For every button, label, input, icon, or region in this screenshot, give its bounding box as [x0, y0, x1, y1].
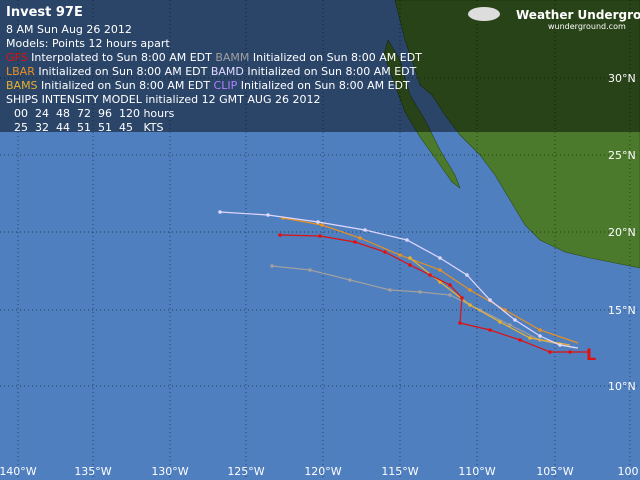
model: BAMS: [6, 79, 38, 92]
lat-labels: 30°N 25°N 20°N 15°N 10°N: [608, 72, 636, 393]
model-note: Initialized on Sun 8:00 AM EDT: [253, 51, 422, 64]
header-overlay: [0, 0, 640, 132]
lon-label: 125°W: [227, 465, 264, 478]
model-note: Initialized on Sun 8:00 AM EDT: [241, 79, 410, 92]
baja: [383, 39, 461, 189]
lat-label: 20°N: [608, 226, 636, 239]
lat-label: 10°N: [608, 380, 636, 393]
lon-label: 115°W: [381, 465, 418, 478]
model-note: Interpolated to Sun 8:00 AM EDT: [31, 51, 212, 64]
lon-label: 105°W: [536, 465, 573, 478]
storm-symbol: L: [586, 345, 596, 364]
lat-label: 25°N: [608, 149, 636, 162]
model: BAMD: [211, 65, 244, 78]
model: CLIP: [214, 79, 238, 92]
model-note: Initialized on Sun 8:00 AM EDT: [247, 65, 416, 78]
logo: Weather Underground wunderground.com: [468, 7, 640, 31]
lon-label: 130°W: [151, 465, 188, 478]
model: BAMM: [215, 51, 249, 64]
model-note: Initialized on Sun 8:00 AM EDT: [41, 79, 210, 92]
models-note: Models: Points 12 hours apart: [6, 37, 170, 50]
model: LBAR: [6, 65, 35, 78]
land: [394, 0, 640, 269]
legend-row: LBAR Initialized on Sun 8:00 AM EDT BAMD…: [6, 65, 417, 78]
logo-url: wunderground.com: [548, 22, 626, 31]
lon-label: 110°W: [458, 465, 495, 478]
lon-label: 120°W: [304, 465, 341, 478]
ships-hours: 00 24 48 72 96 120 hours: [14, 107, 175, 120]
model: GFS: [6, 51, 28, 64]
lon-label: 140°W: [0, 465, 37, 478]
title: Invest 97E: [6, 5, 83, 20]
date: 8 AM Sun Aug 26 2012: [6, 23, 132, 36]
tracks: [218, 210, 590, 354]
ships-kts: 25 32 44 51 51 45 KTS: [14, 121, 164, 134]
legend-row: GFS Interpolated to Sun 8:00 AM EDT BAMM…: [6, 51, 422, 64]
logo-name: Weather Underground: [516, 8, 640, 22]
lat-label: 15°N: [608, 304, 636, 317]
lat-label: 30°N: [608, 72, 636, 85]
lon-label: 135°W: [74, 465, 111, 478]
lon-label: 100: [618, 465, 639, 478]
lon-labels: 140°W 135°W 130°W 125°W 120°W 115°W 110°…: [0, 465, 639, 478]
legend-row: BAMS Initialized on Sun 8:00 AM EDT CLIP…: [6, 79, 410, 92]
ships-title: SHIPS INTENSITY MODEL initialized 12 GMT…: [6, 93, 320, 106]
model-note: Initialized on Sun 8:00 AM EDT: [38, 65, 207, 78]
